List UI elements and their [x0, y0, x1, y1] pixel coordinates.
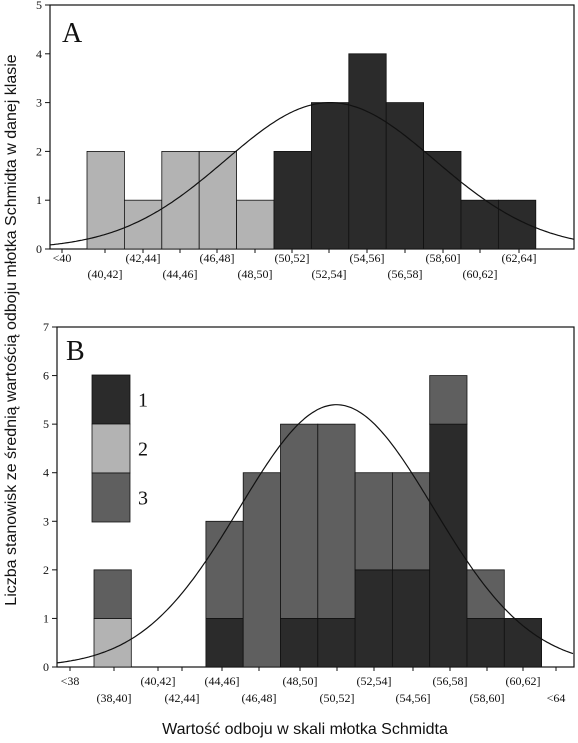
x-tick-label: <38 — [61, 674, 80, 688]
x-tick-label: (46,48] — [200, 251, 235, 265]
x-tick-label: (48,50] — [283, 674, 318, 688]
y-tick-label: 1 — [43, 611, 49, 625]
x-tick-label: (56,58] — [388, 267, 423, 281]
bar — [391, 569, 431, 668]
y-tick-label: 5 — [43, 417, 49, 431]
bar — [198, 150, 237, 250]
y-tick-label: 4 — [36, 47, 42, 61]
x-tick-label: (44,46] — [205, 674, 240, 688]
bar — [280, 423, 319, 619]
bar — [317, 423, 356, 619]
x-tick-label: (56,58] — [433, 674, 468, 688]
x-tick-label: <64 — [547, 691, 566, 705]
panel-letter: B — [66, 336, 85, 367]
legend-swatch — [91, 472, 131, 523]
x-tick-label: (52,54] — [312, 267, 347, 281]
y-tick-label: 6 — [43, 369, 49, 383]
x-tick-label: (52,54] — [357, 674, 392, 688]
legend-label: 1 — [138, 390, 148, 412]
legend-label: 3 — [138, 488, 148, 510]
bar — [429, 423, 468, 668]
y-tick-label: 5 — [36, 0, 42, 12]
bar — [429, 375, 468, 425]
y-tick-label: 2 — [36, 144, 42, 158]
x-tick-label: (40,42] — [88, 267, 123, 281]
bar — [348, 53, 387, 250]
y-tick-label: 0 — [36, 242, 42, 256]
bar — [205, 520, 244, 619]
bar — [317, 618, 356, 668]
x-tick-label: (42,44] — [165, 691, 200, 705]
x-tick-label: (50,52] — [275, 251, 310, 265]
y-tick-label: 7 — [43, 320, 49, 334]
x-tick-label: (42,44] — [126, 251, 161, 265]
bar — [466, 569, 505, 619]
x-tick-label: (44,46] — [163, 267, 198, 281]
panel-a: 0 1 2 3 4 5 <40 (40,42](42,44](44,46](46,48](48… — [36, 0, 575, 281]
normal-curve — [49, 102, 575, 246]
x-tick-label: (38,40] — [97, 691, 132, 705]
panel-b: 01234567<38(38,40](40,42](42,44](44,46](… — [43, 320, 575, 705]
x-tick-label: (62,64] — [502, 251, 537, 265]
x-tick-label: (50,52] — [320, 691, 355, 705]
x-tick-label: (54,56] — [396, 691, 431, 705]
x-tick-label: (60,62] — [506, 674, 541, 688]
bar — [236, 199, 275, 250]
y-tick-label: 3 — [36, 96, 42, 110]
legend-label: 2 — [138, 439, 148, 461]
x-tick-label: (40,42] — [141, 674, 176, 688]
bar — [161, 150, 200, 250]
x-tick-label: (48,50] — [238, 267, 273, 281]
bar — [273, 150, 312, 250]
bar — [86, 150, 125, 250]
x-tick-label: <40 — [53, 251, 72, 265]
bar — [354, 472, 393, 571]
x-axis-title: Wartość odboju w skali młotka Schmidta — [162, 721, 448, 738]
bar — [391, 472, 431, 571]
bar — [280, 618, 319, 668]
legend-swatch — [91, 423, 131, 474]
bar — [242, 472, 281, 668]
x-tick-label: (58,60] — [470, 691, 505, 705]
bar — [385, 102, 425, 250]
x-tick-label: (58,60] — [426, 251, 461, 265]
bar — [466, 618, 505, 668]
x-tick-label: (54,56] — [350, 251, 385, 265]
bar — [310, 102, 350, 250]
y-tick-label: 3 — [43, 514, 49, 528]
bar — [423, 150, 462, 250]
bar — [460, 199, 499, 250]
bar — [205, 618, 244, 668]
x-tick-label: (60,62] — [463, 267, 498, 281]
bar — [124, 199, 163, 250]
bar — [354, 569, 393, 668]
y-tick-label: 2 — [43, 563, 49, 577]
x-tick-label: (46,48] — [242, 691, 277, 705]
bar — [497, 199, 537, 250]
y-tick-label: 4 — [43, 466, 49, 480]
bar — [93, 569, 132, 619]
y-axis-title: Liczba stanowisk ze średnią wartością od… — [3, 54, 20, 605]
normal-curve — [56, 404, 574, 664]
legend-swatch — [91, 374, 131, 425]
y-tick-label: 1 — [36, 193, 42, 207]
panel-letter: A — [62, 18, 83, 49]
y-tick-label: 0 — [43, 660, 49, 674]
